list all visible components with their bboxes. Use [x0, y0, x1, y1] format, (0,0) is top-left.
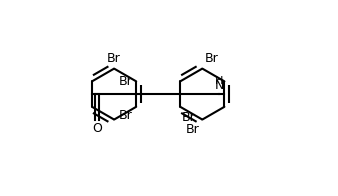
Text: Br: Br [186, 123, 199, 136]
Text: N: N [215, 79, 224, 92]
Text: Br: Br [119, 109, 132, 122]
Text: O: O [92, 122, 102, 135]
Text: Br: Br [107, 52, 121, 65]
Text: H: H [215, 76, 224, 86]
Text: Br: Br [182, 111, 196, 124]
Text: Br: Br [119, 75, 132, 88]
Text: Br: Br [204, 52, 218, 65]
